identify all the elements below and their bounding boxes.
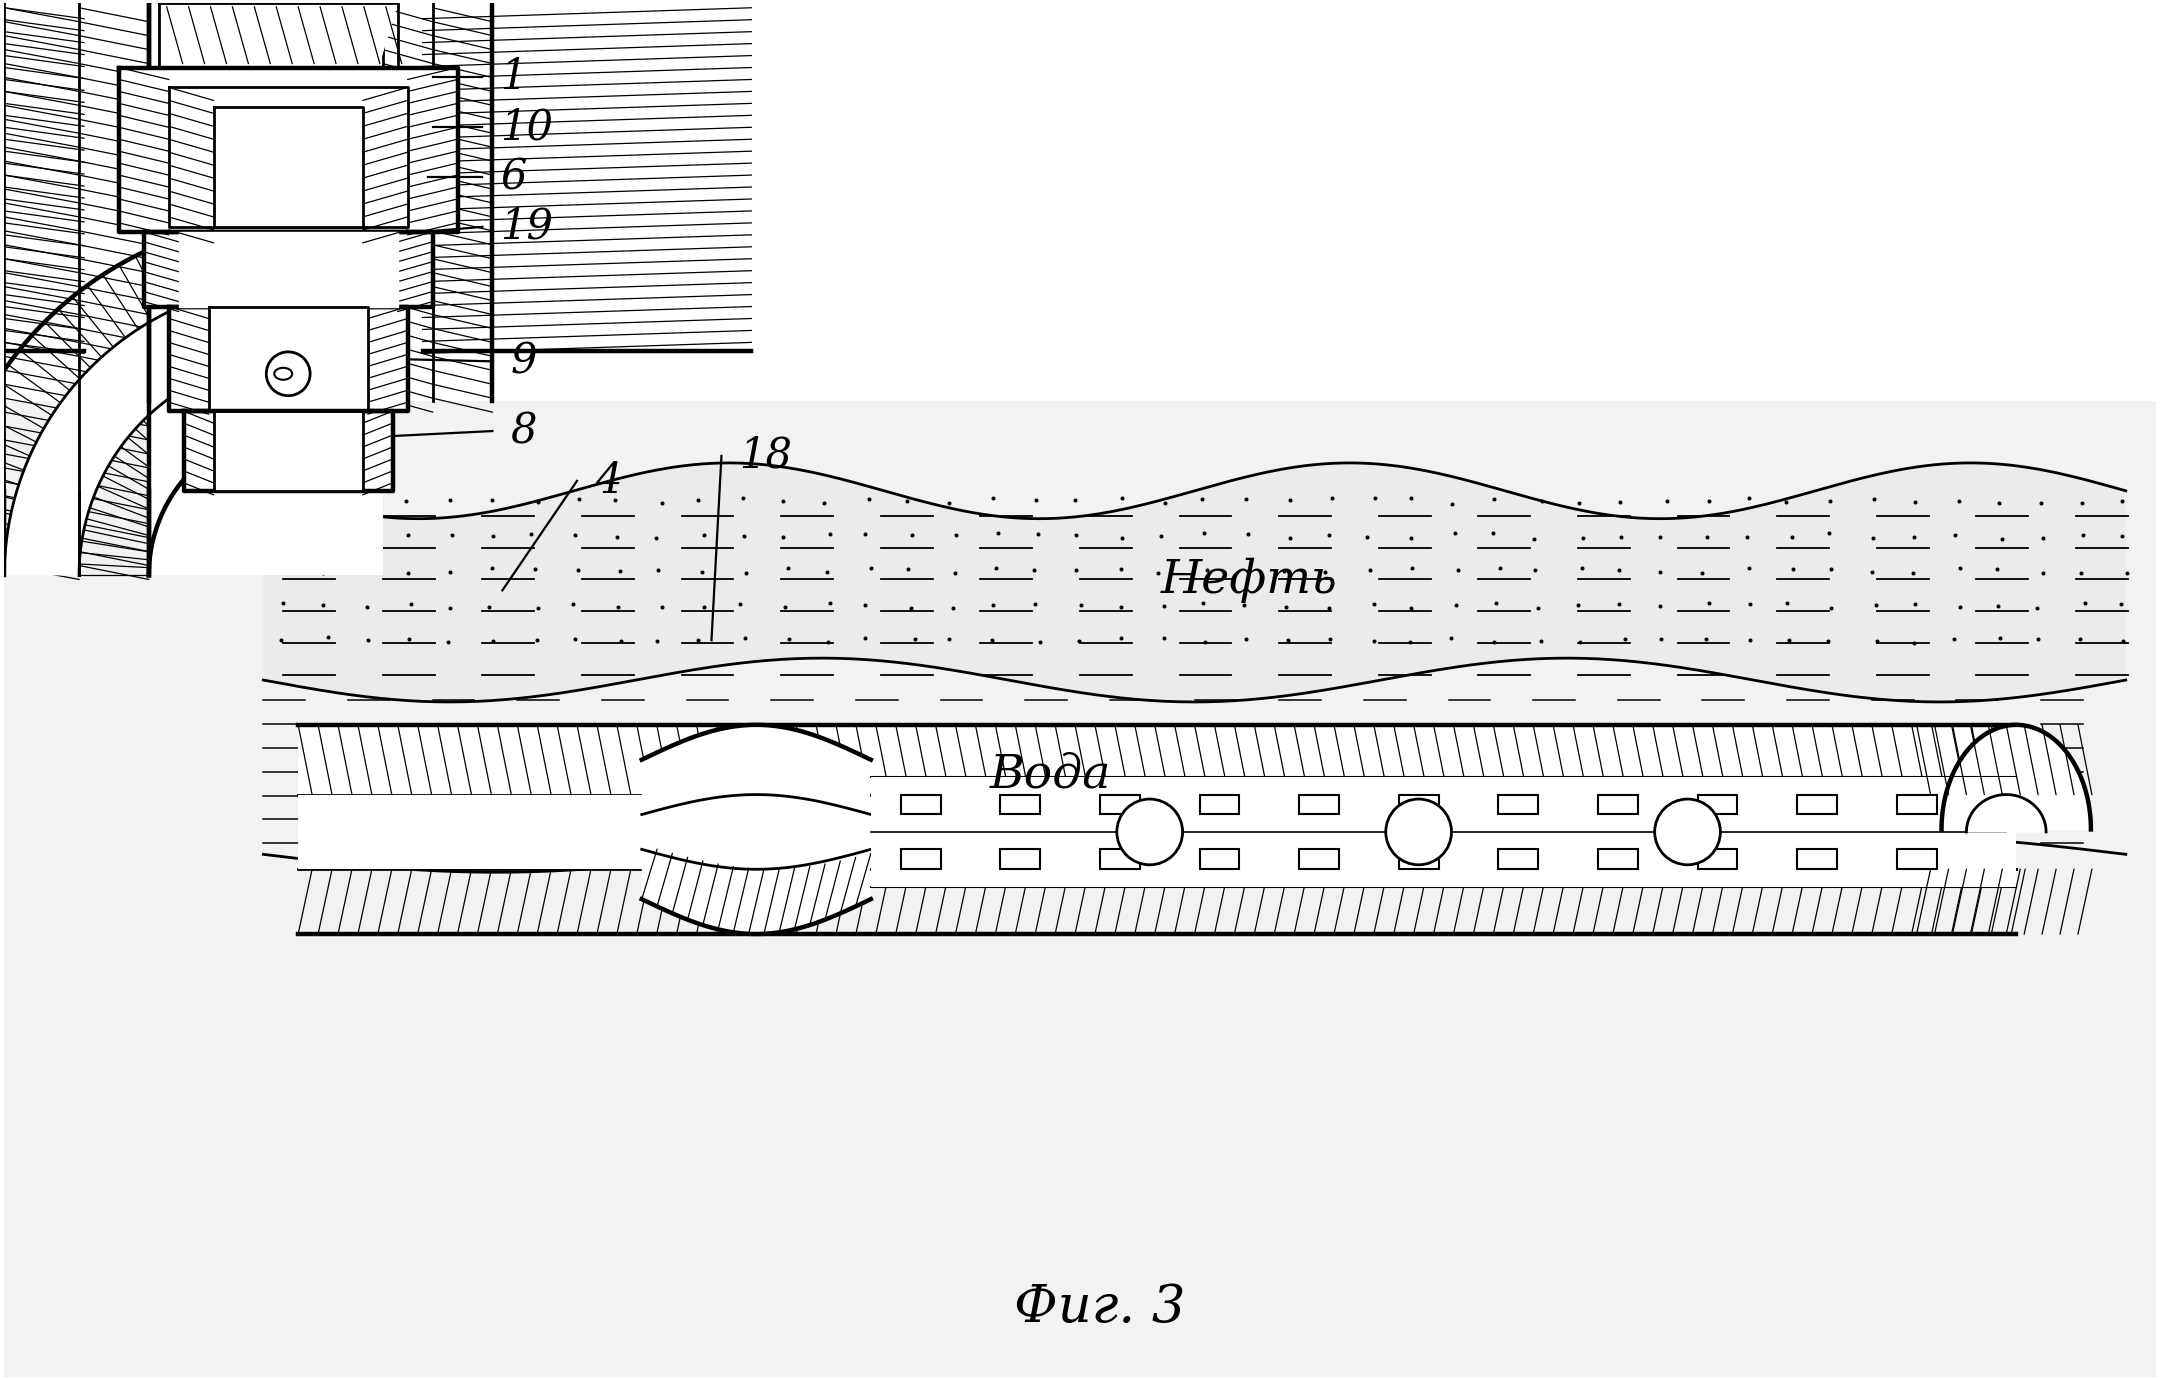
Bar <box>298 724 2015 795</box>
Circle shape <box>1655 799 1719 865</box>
Text: Вода: Вода <box>989 752 1110 798</box>
Bar <box>1400 849 1439 869</box>
Polygon shape <box>168 87 408 226</box>
Polygon shape <box>168 306 408 411</box>
Bar <box>870 777 2015 887</box>
Polygon shape <box>158 3 397 68</box>
Circle shape <box>1387 799 1452 865</box>
Bar <box>1698 849 1737 869</box>
Polygon shape <box>642 724 870 934</box>
Text: 18: 18 <box>739 435 793 477</box>
Bar <box>149 3 382 575</box>
Text: 4: 4 <box>594 460 622 502</box>
Polygon shape <box>1942 724 2091 829</box>
Polygon shape <box>210 306 367 411</box>
Bar <box>1499 849 1538 869</box>
Bar <box>1499 795 1538 814</box>
Polygon shape <box>119 68 458 232</box>
Bar <box>1598 849 1637 869</box>
Polygon shape <box>214 411 363 491</box>
Bar <box>1896 795 1938 814</box>
Text: Нефть: Нефть <box>1160 558 1337 603</box>
Bar <box>1698 795 1737 814</box>
Bar <box>1298 795 1339 814</box>
Bar <box>1099 849 1140 869</box>
Bar <box>1896 849 1938 869</box>
Bar <box>1797 849 1836 869</box>
Bar <box>298 795 2015 869</box>
Ellipse shape <box>274 368 292 380</box>
Bar <box>901 795 940 814</box>
Bar <box>1298 849 1339 869</box>
Bar <box>1000 849 1041 869</box>
Polygon shape <box>214 108 363 226</box>
Polygon shape <box>145 232 432 306</box>
Bar <box>1797 795 1836 814</box>
Text: 6: 6 <box>501 156 527 199</box>
Bar <box>1099 795 1140 814</box>
Bar <box>1199 849 1240 869</box>
Bar <box>4 402 2156 1377</box>
Text: Фиг. 3: Фиг. 3 <box>1015 1282 1186 1333</box>
Bar <box>1598 795 1637 814</box>
Text: 1: 1 <box>501 57 527 98</box>
Circle shape <box>266 352 311 396</box>
Text: 8: 8 <box>510 410 538 453</box>
Polygon shape <box>179 232 397 306</box>
Text: 10: 10 <box>501 106 553 148</box>
Polygon shape <box>179 68 378 102</box>
Circle shape <box>1117 799 1182 865</box>
Polygon shape <box>1966 795 2046 832</box>
Text: 19: 19 <box>501 206 553 248</box>
Bar <box>1400 795 1439 814</box>
Bar <box>1199 795 1240 814</box>
Polygon shape <box>184 411 393 491</box>
Polygon shape <box>4 282 298 575</box>
Bar <box>1000 795 1041 814</box>
Bar <box>901 849 940 869</box>
Text: 9: 9 <box>510 341 538 382</box>
Polygon shape <box>264 462 2125 702</box>
